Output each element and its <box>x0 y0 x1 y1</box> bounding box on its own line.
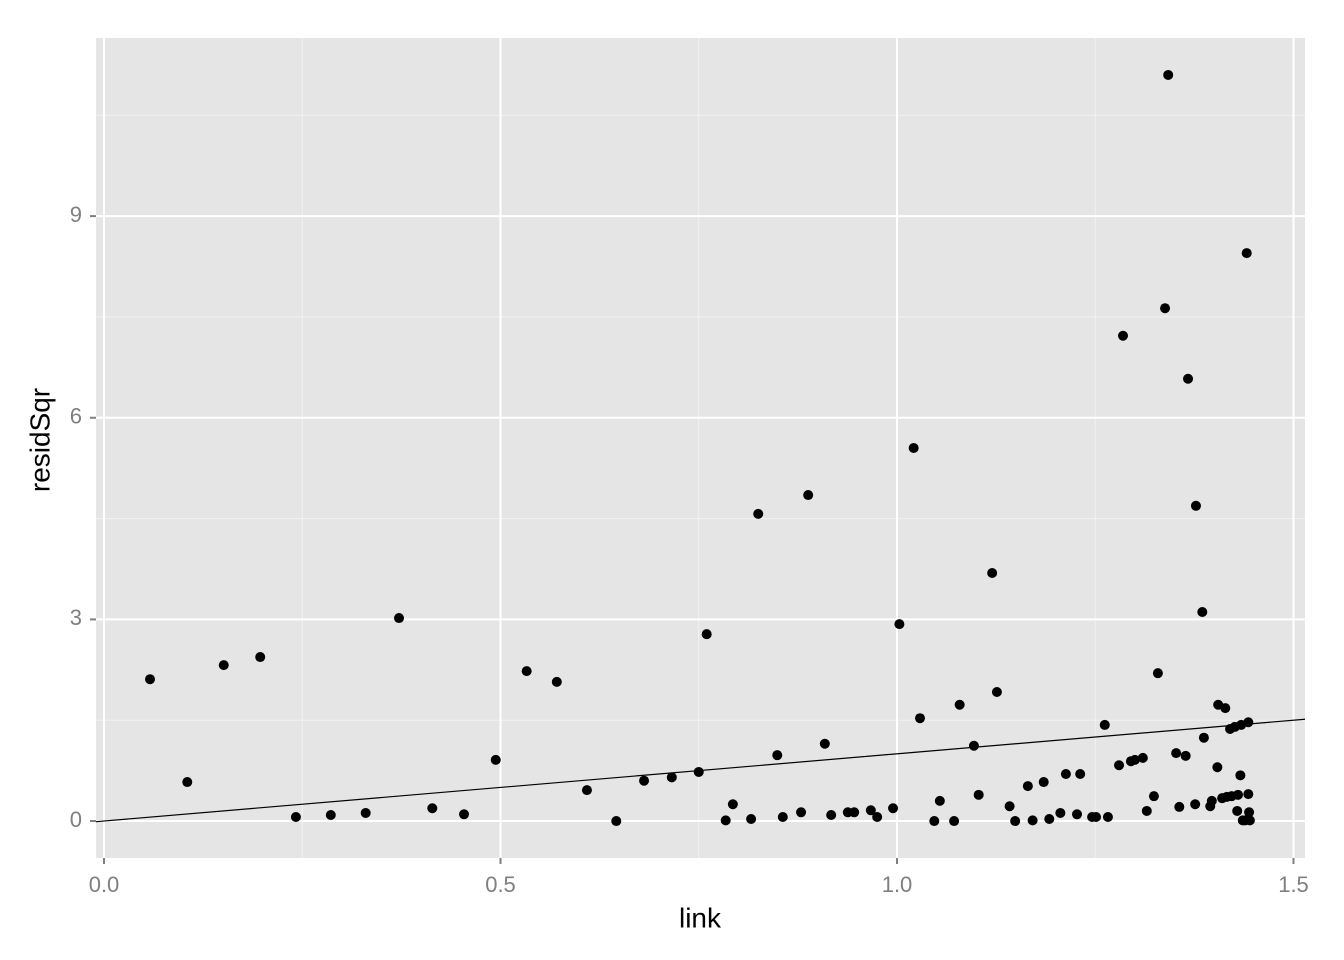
point <box>1091 812 1102 822</box>
y-tick-label: 3 <box>70 605 82 630</box>
point <box>701 629 712 640</box>
point <box>1152 668 1163 679</box>
point <box>894 619 905 630</box>
point <box>1148 791 1159 802</box>
point <box>1232 805 1243 816</box>
point <box>1141 805 1152 816</box>
point <box>908 443 919 453</box>
point <box>521 666 532 677</box>
y-tick-label: 6 <box>70 404 82 429</box>
point <box>1044 814 1055 825</box>
point <box>1038 777 1049 788</box>
point <box>772 750 783 761</box>
point <box>1060 768 1071 779</box>
point <box>611 816 622 827</box>
point <box>290 812 301 822</box>
point <box>777 812 788 822</box>
point <box>826 809 837 820</box>
point <box>934 795 945 806</box>
point <box>581 785 592 796</box>
point <box>1232 789 1243 800</box>
point <box>949 816 960 827</box>
point <box>727 799 738 810</box>
point <box>182 777 193 788</box>
point <box>1198 732 1209 743</box>
point <box>1180 750 1191 761</box>
point <box>1022 781 1033 792</box>
point <box>1243 789 1254 800</box>
point <box>1171 748 1182 759</box>
point <box>1212 762 1223 773</box>
x-axis-title: link <box>679 902 722 933</box>
point <box>987 568 998 579</box>
point <box>753 508 764 519</box>
y-axis-title: residSqr <box>24 388 55 492</box>
point <box>693 766 704 777</box>
point <box>1174 801 1185 812</box>
point <box>1114 760 1125 771</box>
x-tick-label: 1.5 <box>1278 872 1309 897</box>
point <box>1197 607 1208 617</box>
point <box>459 809 470 820</box>
point <box>1102 812 1113 822</box>
point <box>954 699 965 710</box>
point <box>1075 768 1086 779</box>
point <box>360 807 371 818</box>
point <box>1220 703 1231 714</box>
point <box>1010 816 1021 827</box>
point <box>915 713 926 724</box>
point <box>968 740 979 751</box>
x-tick-label: 0.0 <box>89 872 120 897</box>
point <box>1160 303 1171 314</box>
point <box>849 807 860 818</box>
point <box>1163 69 1174 80</box>
point <box>796 807 807 818</box>
point <box>1206 795 1217 806</box>
point <box>819 738 830 749</box>
point <box>1137 752 1148 763</box>
point <box>427 803 438 814</box>
point <box>1243 717 1254 728</box>
point <box>1244 807 1255 818</box>
point <box>1241 248 1252 259</box>
y-tick-label: 9 <box>70 202 82 227</box>
point <box>1099 719 1110 730</box>
point <box>872 812 883 822</box>
point <box>1190 799 1201 810</box>
point <box>1118 330 1129 341</box>
point <box>1027 815 1038 826</box>
y-tick-label: 0 <box>70 807 82 832</box>
point <box>1183 373 1194 384</box>
point <box>929 816 940 827</box>
point <box>218 660 229 671</box>
x-tick-label: 0.5 <box>485 872 516 897</box>
point <box>394 613 405 624</box>
point <box>865 805 876 816</box>
point <box>1055 807 1066 818</box>
point <box>991 686 1002 697</box>
point <box>255 652 266 663</box>
point <box>666 772 677 783</box>
point <box>1190 500 1201 511</box>
point <box>1235 770 1246 781</box>
point <box>973 789 984 800</box>
point <box>1072 809 1083 820</box>
point <box>551 676 562 687</box>
point <box>746 814 757 825</box>
point <box>720 815 731 826</box>
point <box>325 809 336 820</box>
point <box>490 754 501 765</box>
point <box>1004 801 1015 812</box>
point <box>145 674 156 685</box>
x-tick-label: 1.0 <box>882 872 913 897</box>
point <box>888 803 899 814</box>
point <box>639 775 650 786</box>
point <box>1129 754 1140 765</box>
point <box>803 490 814 501</box>
reference-line <box>95 718 1306 823</box>
point <box>1244 815 1255 826</box>
